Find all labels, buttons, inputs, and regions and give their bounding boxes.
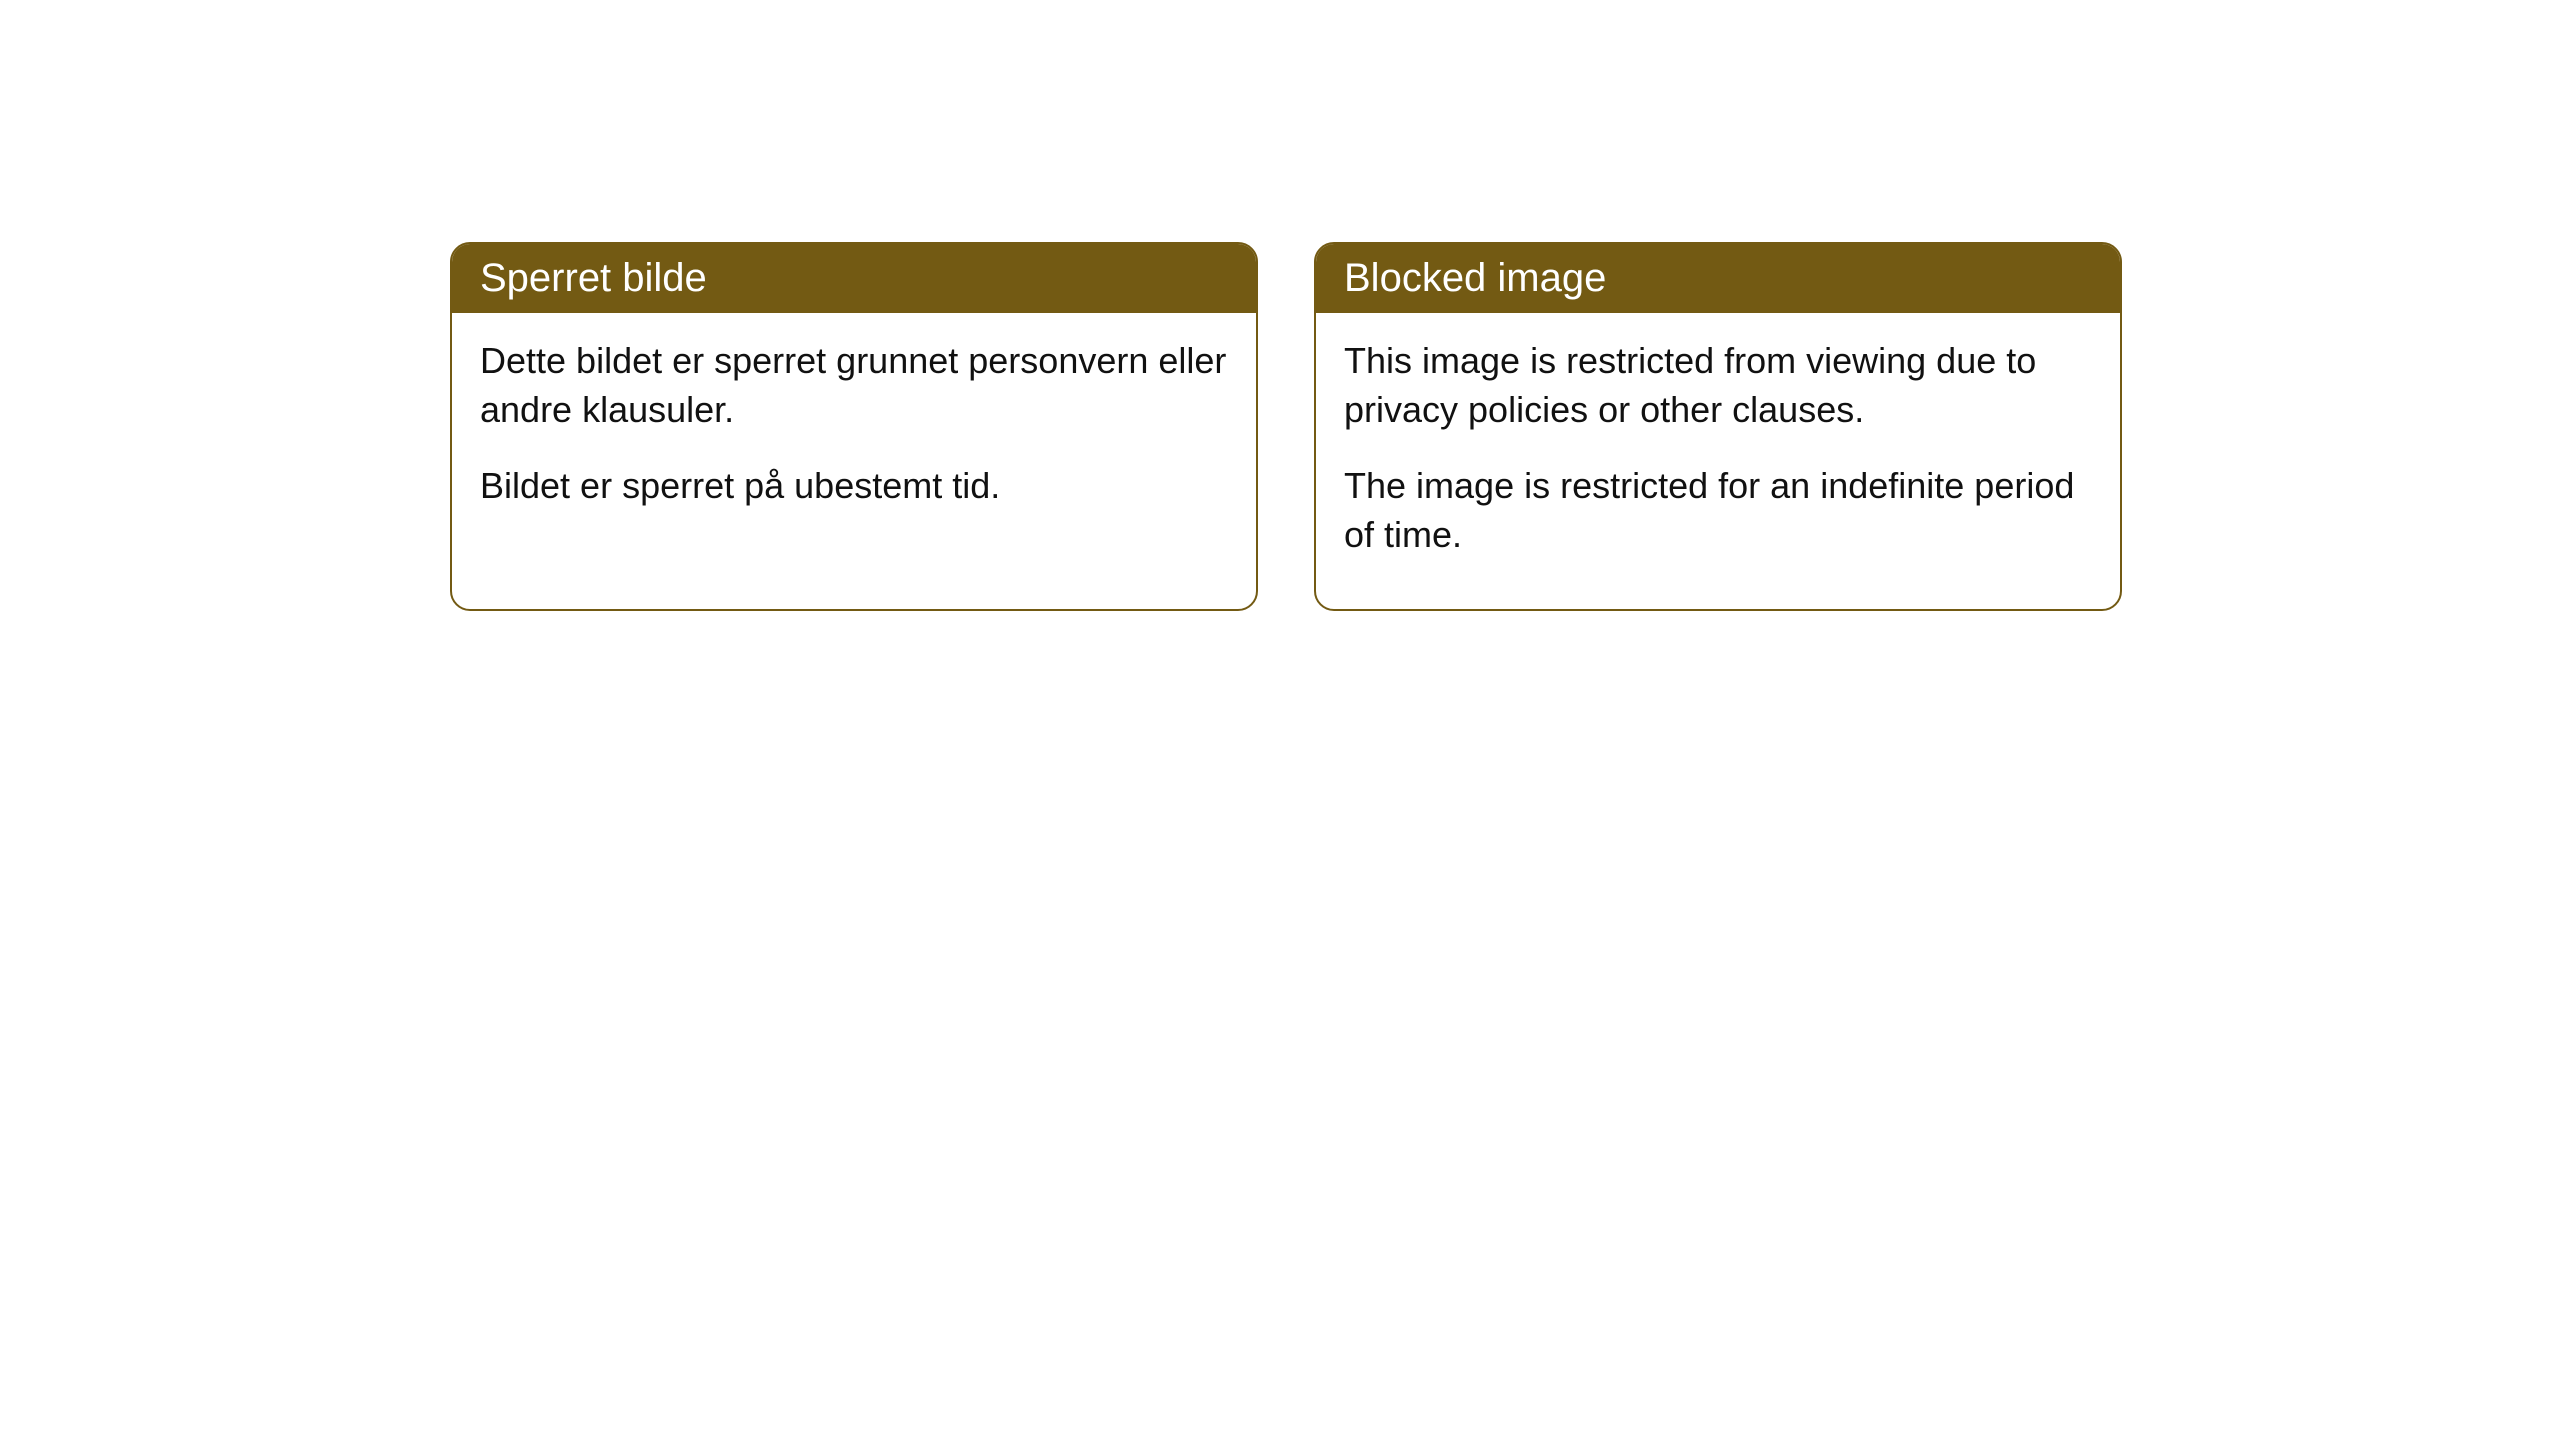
card-title: Blocked image	[1344, 256, 1606, 300]
card-body: This image is restricted from viewing du…	[1316, 313, 2120, 609]
card-paragraph: The image is restricted for an indefinit…	[1344, 462, 2092, 559]
notice-card-norwegian: Sperret bilde Dette bildet er sperret gr…	[450, 242, 1258, 611]
card-header: Blocked image	[1316, 244, 2120, 313]
card-header: Sperret bilde	[452, 244, 1256, 313]
card-paragraph: Dette bildet er sperret grunnet personve…	[480, 337, 1228, 434]
card-paragraph: Bildet er sperret på ubestemt tid.	[480, 462, 1228, 511]
card-title: Sperret bilde	[480, 256, 707, 300]
card-body: Dette bildet er sperret grunnet personve…	[452, 313, 1256, 561]
card-paragraph: This image is restricted from viewing du…	[1344, 337, 2092, 434]
notice-cards-container: Sperret bilde Dette bildet er sperret gr…	[450, 242, 2560, 611]
notice-card-english: Blocked image This image is restricted f…	[1314, 242, 2122, 611]
